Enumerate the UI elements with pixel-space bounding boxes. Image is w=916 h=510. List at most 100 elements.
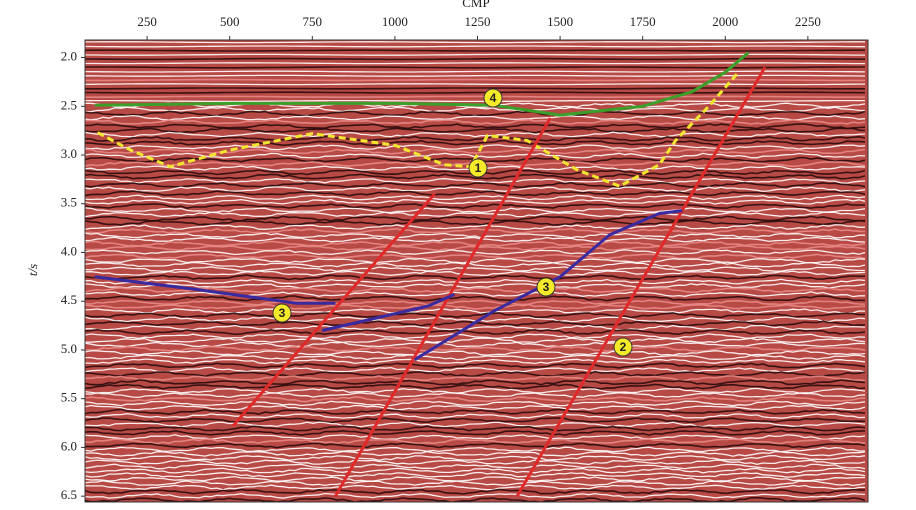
trace [85,379,866,386]
trace [85,421,866,428]
trace [85,74,865,77]
x-tick-label: 1750 [630,14,656,29]
trace [85,45,865,48]
y-tick-label: 4.5 [61,292,77,307]
trace [85,417,866,424]
trace [85,496,866,502]
x-tick-label: 250 [137,14,157,29]
trace [85,408,866,415]
trace [85,253,866,260]
trace [85,257,866,264]
trace [85,278,866,285]
trace [85,274,866,281]
line-label: 2 [620,340,627,354]
y-tick-label: 2.0 [61,49,77,64]
trace [85,438,866,445]
horizon-line [515,66,767,497]
horizon-line [94,51,750,117]
trace [85,366,866,373]
x-tick-label: 500 [220,14,240,29]
trace [85,202,866,210]
y-tick-label: 6.0 [61,438,77,453]
trace [85,194,866,201]
y-tick-label: 2.5 [61,97,77,112]
horizon-line [321,293,456,332]
trace [85,95,865,98]
trace [85,375,866,382]
trace [85,312,865,319]
trace [85,106,866,113]
trace [85,144,866,151]
horizon-line [413,209,683,361]
trace [85,454,866,462]
x-tick-label: 1500 [547,14,573,29]
trace [85,480,866,487]
trace [85,345,866,353]
trace [85,358,866,365]
trace [85,396,866,403]
trace [85,337,866,344]
line-label: 3 [543,280,550,294]
trace [85,299,866,306]
trace [85,467,866,474]
trace [85,135,866,142]
line-label: 3 [279,306,286,320]
y-tick-label: 5.5 [61,390,77,405]
trace [85,53,865,56]
trace [85,459,866,466]
trace [85,413,866,419]
trace [85,450,866,457]
trace [85,87,865,90]
trace [85,270,866,277]
trace [85,404,866,411]
trace [85,446,865,453]
horizon-line [231,193,436,427]
trace [85,91,865,94]
interpretation [94,51,767,497]
trace [85,99,865,103]
trace [85,57,865,61]
trace [85,49,865,52]
trace [85,350,866,356]
x-tick-label: 2000 [712,14,738,29]
trace [85,181,866,189]
trace [85,308,866,314]
x-tick-label: 1250 [464,14,490,29]
x-tick-label: 750 [303,14,323,29]
trace [85,282,866,289]
label-badge [483,88,503,108]
trace [85,425,866,432]
trace [85,471,866,478]
horizon-line [96,71,740,188]
trace [85,227,866,235]
label-badge [536,277,556,297]
trace [85,286,866,294]
trace [85,429,866,437]
trace [85,244,866,252]
label-badge [272,303,292,323]
x-tick-label: 2250 [795,14,821,29]
trace [85,41,865,44]
trace [85,127,866,134]
trace [85,38,865,39]
trace [85,198,866,205]
trace [85,219,866,226]
plot-frame [84,39,869,503]
horizon-line [334,117,552,497]
trace [85,266,866,272]
trace [85,177,866,184]
trace [85,173,866,180]
trace [85,492,866,499]
trace [85,139,866,147]
line-label: 4 [490,91,497,105]
trace [85,488,865,495]
trace [85,123,866,130]
y-tick-label: 6.5 [61,487,77,502]
label-badge [613,337,633,357]
trace [85,328,866,336]
trace [85,190,866,197]
trace [85,354,866,361]
trace [85,232,866,239]
trace [85,261,866,268]
